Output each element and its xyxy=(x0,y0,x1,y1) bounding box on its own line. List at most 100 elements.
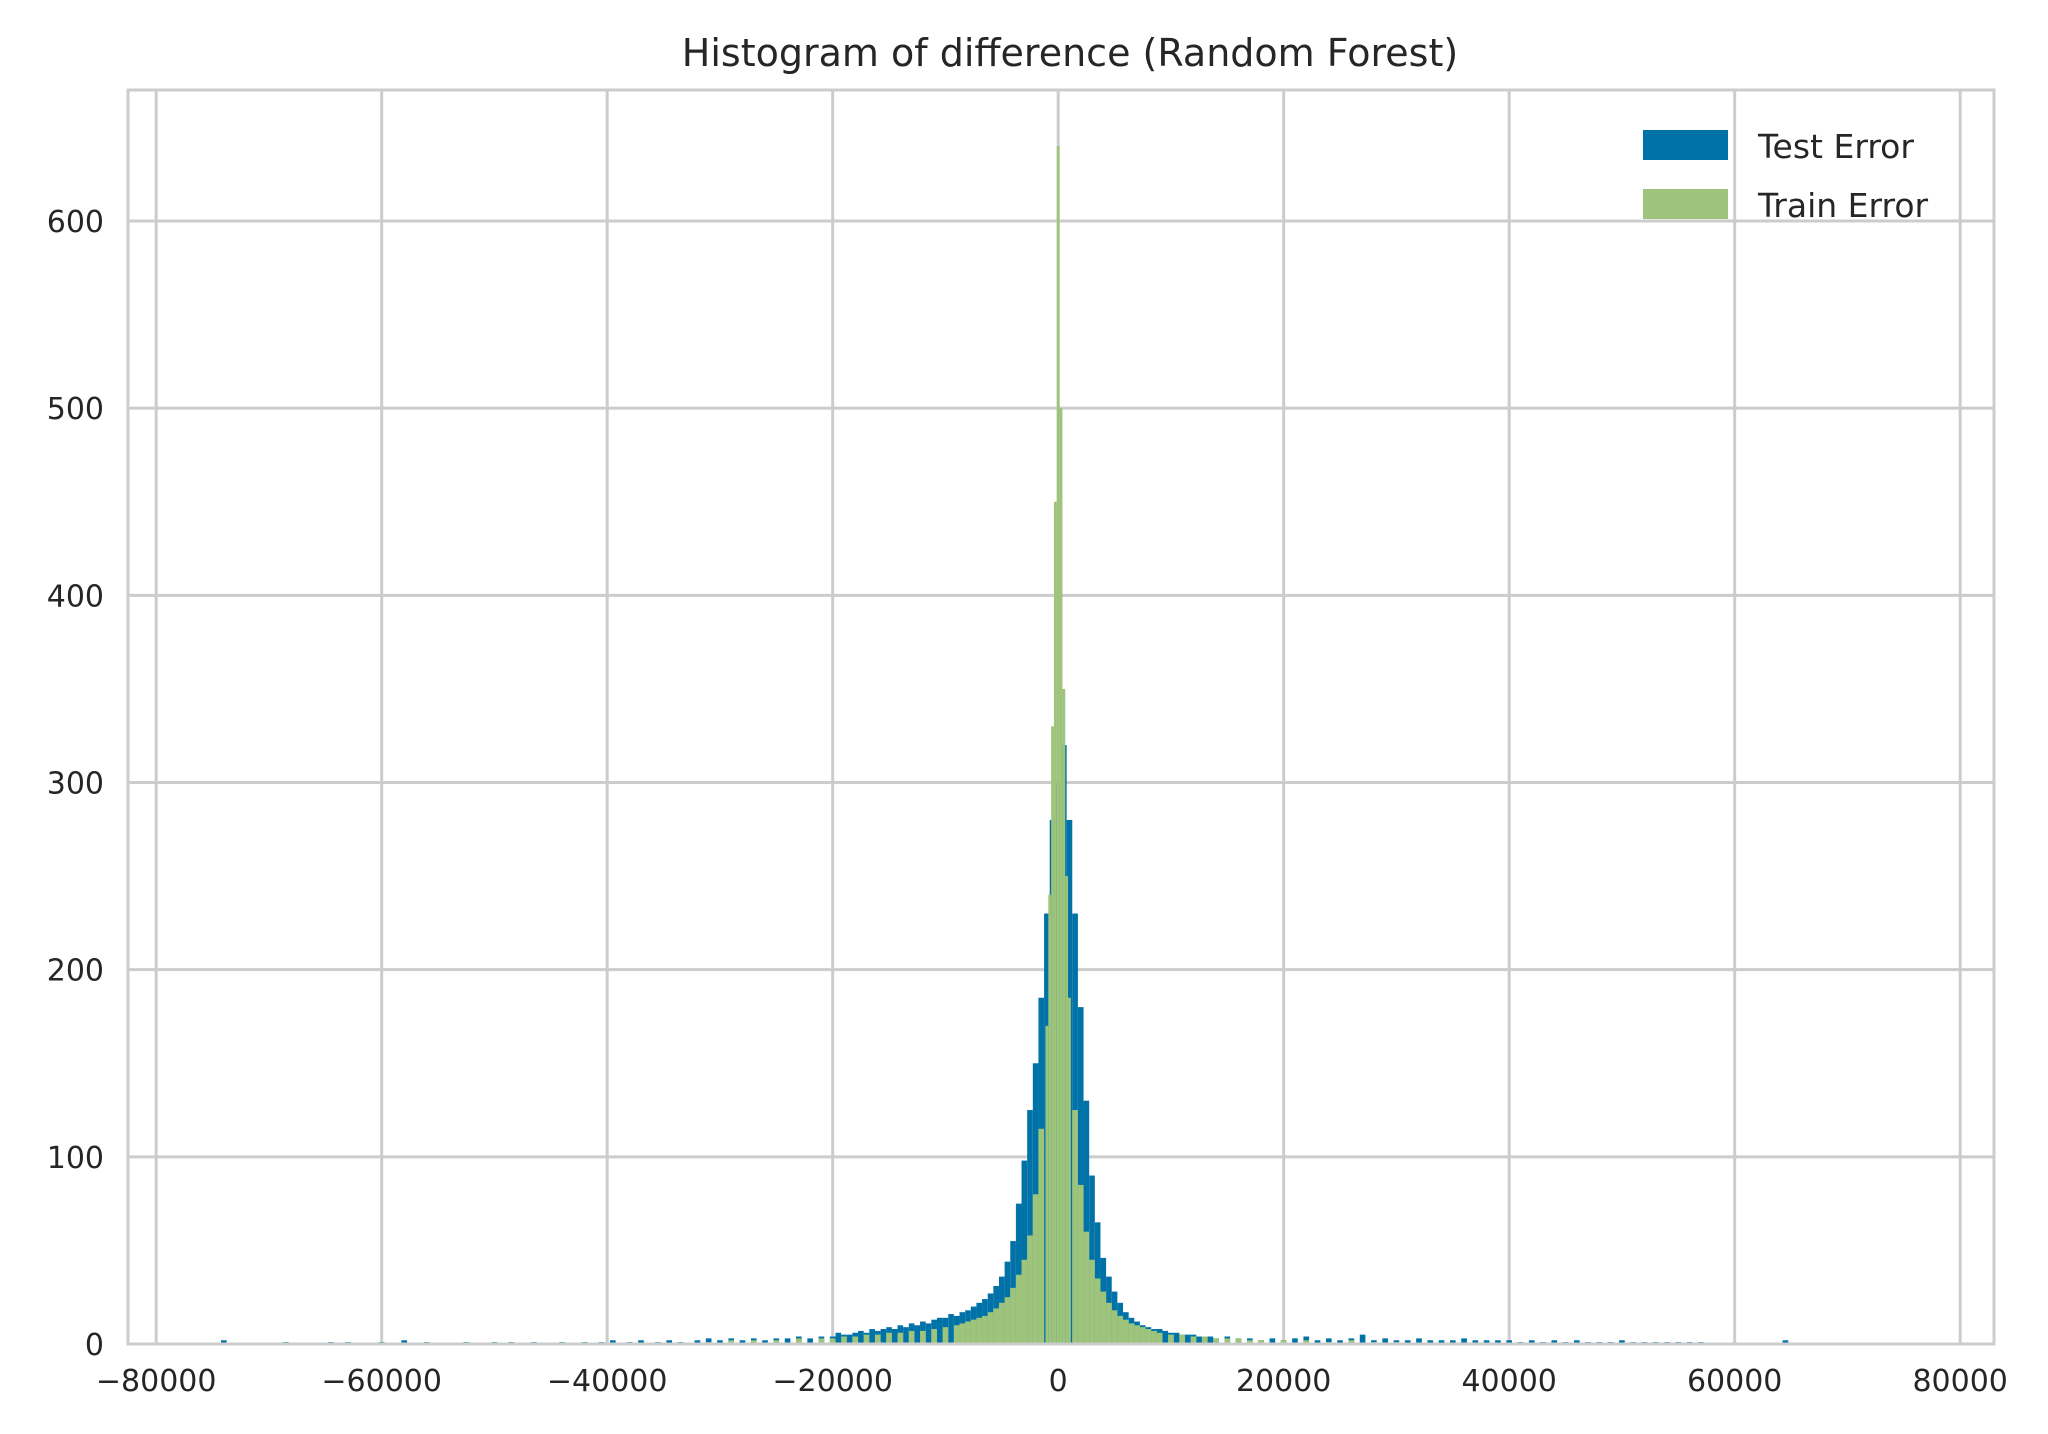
plot-frame xyxy=(126,88,1996,1346)
histogram-bar xyxy=(1051,726,1054,1344)
histogram-bar xyxy=(903,1327,909,1344)
histogram-bar xyxy=(1004,1297,1011,1344)
histogram-bar xyxy=(750,1340,757,1344)
x-tick-label: 20000 xyxy=(1236,1364,1331,1399)
histogram-bar xyxy=(638,1340,644,1344)
histogram-bar xyxy=(1045,1025,1049,1344)
histogram-bar xyxy=(1179,1334,1186,1344)
y-tick-label: 100 xyxy=(47,1141,104,1176)
histogram-bar xyxy=(1574,1340,1580,1344)
histogram-bar xyxy=(1083,1100,1090,1344)
x-tick-label: 40000 xyxy=(1461,1364,1556,1399)
histogram-bar xyxy=(920,1330,926,1344)
histogram-bar xyxy=(1619,1340,1625,1344)
histogram-bar xyxy=(1495,1340,1501,1344)
histogram-bar xyxy=(1201,1336,1208,1344)
legend-swatch-test-error xyxy=(1643,130,1728,160)
histogram-bar xyxy=(1068,997,1071,1344)
histogram-bar xyxy=(959,1323,966,1344)
y-tick-label: 400 xyxy=(47,579,104,614)
legend: Test Error Train Error xyxy=(1643,127,1929,225)
histogram-bar xyxy=(807,1338,813,1344)
series-train-error xyxy=(705,146,1400,1345)
histogram-bar xyxy=(1404,1340,1411,1344)
x-tick-label: −80000 xyxy=(96,1364,217,1399)
histogram-bars xyxy=(221,146,1789,1345)
y-tick-label: 600 xyxy=(47,205,104,240)
histogram-bar xyxy=(936,1317,943,1344)
histogram-bar xyxy=(970,1319,977,1344)
histogram-bar xyxy=(953,1325,960,1344)
histogram-bar xyxy=(818,1338,825,1344)
chart-title: Histogram of difference (Random Forest) xyxy=(682,31,1458,75)
histogram-bar xyxy=(846,1334,853,1344)
histogram-bar xyxy=(1303,1340,1310,1344)
histogram-bar xyxy=(1472,1340,1479,1344)
histogram-bar xyxy=(1269,1338,1276,1344)
histogram-bar xyxy=(1359,1334,1366,1344)
histogram-bar xyxy=(948,1314,954,1344)
histogram-bar xyxy=(1483,1340,1490,1344)
y-tick-label: 500 xyxy=(47,392,104,427)
histogram-bar xyxy=(829,1338,836,1344)
histogram-bar xyxy=(1128,1323,1135,1344)
histogram-bar xyxy=(1145,1329,1152,1344)
histogram-bar xyxy=(1314,1340,1321,1344)
histogram-bar xyxy=(976,1317,983,1344)
histogram-bar xyxy=(942,1327,949,1344)
histogram-bar xyxy=(886,1332,892,1344)
histogram-bar xyxy=(1027,1110,1033,1344)
histogram-bar xyxy=(221,1340,227,1344)
histogram-bar xyxy=(931,1329,937,1344)
histogram-bar xyxy=(1139,1327,1146,1344)
histogram-bar xyxy=(841,1336,847,1344)
histogram-bar xyxy=(925,1323,932,1344)
histogram-bar xyxy=(1156,1332,1163,1344)
y-tick-label: 200 xyxy=(47,954,104,989)
histogram-bar xyxy=(739,1340,746,1344)
histogram-bar xyxy=(987,1312,994,1344)
histogram-bar xyxy=(852,1336,859,1344)
histogram-bar xyxy=(1134,1325,1140,1344)
histogram-bar xyxy=(1196,1336,1202,1344)
histogram-bar xyxy=(869,1329,875,1344)
histogram-bar xyxy=(705,1338,712,1344)
histogram-bar xyxy=(1190,1336,1197,1344)
histogram-bar xyxy=(1032,1194,1039,1344)
histogram-bar xyxy=(1438,1340,1445,1344)
histogram-bar xyxy=(914,1325,921,1344)
histogram-bar xyxy=(1449,1340,1456,1344)
x-tick-label: −20000 xyxy=(772,1364,893,1399)
histogram-bar xyxy=(1048,894,1052,1344)
x-tick-label: 80000 xyxy=(1912,1364,2007,1399)
histogram-bar xyxy=(1173,1332,1180,1344)
histogram-bar xyxy=(1062,688,1066,1344)
histogram-bar xyxy=(762,1340,768,1344)
histogram-bar xyxy=(982,1315,988,1344)
histogram-bar xyxy=(1077,1007,1084,1344)
axis-tick-labels: −80000 −60000 −40000 −20000 0 20000 40000 60000… xyxy=(47,205,2008,1399)
histogram-bar xyxy=(1258,1340,1264,1344)
x-tick-label: −60000 xyxy=(321,1364,442,1399)
histogram-bar xyxy=(835,1332,842,1344)
histogram-bar xyxy=(717,1340,723,1344)
histogram-bar xyxy=(965,1321,971,1344)
histogram-bar xyxy=(998,1302,1005,1344)
histogram-bar xyxy=(784,1338,791,1344)
histogram-bar xyxy=(1053,501,1057,1344)
histogram-bar xyxy=(858,1330,864,1344)
histogram-bar xyxy=(666,1340,673,1344)
histogram-bar xyxy=(610,1340,616,1344)
histogram-bar xyxy=(1027,1235,1033,1344)
histogram-bar xyxy=(1083,1231,1090,1344)
histogram-bar xyxy=(773,1340,780,1344)
histogram-bar xyxy=(1551,1340,1558,1344)
histogram-bar xyxy=(1168,1334,1174,1344)
histogram-bar xyxy=(1382,1338,1388,1344)
histogram-bar xyxy=(1782,1340,1789,1344)
histogram-bar xyxy=(1056,146,1060,1344)
histogram-bar xyxy=(796,1338,802,1344)
histogram-bar xyxy=(1065,876,1069,1344)
histogram-bar xyxy=(1010,1287,1016,1344)
histogram-bar xyxy=(1427,1340,1434,1344)
